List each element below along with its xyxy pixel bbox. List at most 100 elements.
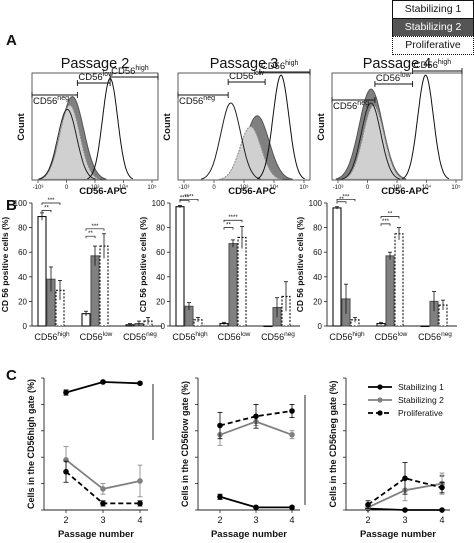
line-point bbox=[365, 501, 371, 508]
line-point bbox=[253, 504, 259, 511]
histogram-stabilizing-1-curve bbox=[201, 102, 261, 180]
line-point bbox=[137, 478, 143, 484]
line-xtick-label: 3 bbox=[402, 515, 407, 525]
gate-high-label: CD56high bbox=[414, 59, 452, 71]
histogram-xlabel: CD56-APC bbox=[228, 186, 276, 197]
line-point bbox=[289, 504, 295, 511]
bar-ytick-label: 60 bbox=[313, 248, 322, 257]
gate-low-label: CD56low bbox=[229, 70, 265, 82]
significance-label: **** bbox=[184, 194, 194, 200]
histogram-stabilizing-1-curve bbox=[38, 108, 96, 180]
line-point bbox=[217, 422, 223, 429]
bar-ytick-label: 20 bbox=[18, 297, 27, 306]
legend-label: Stabilizing 2 bbox=[398, 395, 444, 405]
bar-stabilizing-1 bbox=[332, 207, 342, 327]
bar-category-label: CD56high bbox=[34, 331, 70, 342]
significance-bracket bbox=[85, 235, 96, 239]
bar-ylabel: CD 56 positive cells (%) bbox=[138, 217, 148, 313]
line-point bbox=[439, 507, 445, 513]
bar-category-label: CD56low bbox=[218, 331, 251, 342]
histogram-xtick-label: 10³ bbox=[240, 185, 249, 191]
bar-proliferative bbox=[394, 233, 404, 327]
bar-ytick-label: 0 bbox=[161, 322, 166, 331]
bar-proliferative bbox=[237, 236, 247, 327]
bar-ytick-label: 100 bbox=[152, 199, 166, 208]
histogram-title: Passage 2 bbox=[61, 56, 130, 72]
line-xtick-label: 4 bbox=[289, 515, 294, 525]
histogram-xtick-label: 10⁵ bbox=[299, 184, 309, 191]
significance-label: ** bbox=[339, 197, 344, 203]
significance-label: *** bbox=[91, 224, 99, 230]
histogram-xtick-label: -10³ bbox=[33, 185, 44, 191]
bar-ytick-label: 80 bbox=[156, 224, 165, 233]
line-point bbox=[100, 379, 106, 385]
bar-ytick-label: 80 bbox=[18, 224, 27, 233]
bar-chart-0: 0 20 40 60 80 100 CD 56 positive cells (%) CD56… bbox=[0, 198, 162, 342]
histogram-xtick-label: 10³ bbox=[393, 185, 402, 191]
line-point bbox=[63, 389, 69, 396]
line-point bbox=[439, 484, 445, 491]
histogram-ylabel: Count bbox=[316, 112, 327, 140]
significance-bracket bbox=[85, 228, 105, 231]
gate-neg-label: CD56neg bbox=[333, 100, 369, 112]
bar-stabilizing-1 bbox=[263, 325, 273, 328]
bar-ytick-label: 40 bbox=[156, 273, 165, 282]
significance-label: **** bbox=[228, 215, 238, 221]
histogram-xtick-label: 10⁵ bbox=[147, 184, 157, 191]
line-point bbox=[217, 494, 223, 500]
histogram-xtick-label: 10⁴ bbox=[269, 184, 279, 191]
line-xtick-label: 3 bbox=[100, 515, 105, 525]
bar-chart-1: 0 20 40 60 80 100 CD 56 positive cells (%) CD56… bbox=[138, 194, 300, 342]
bar-stabilizing-2 bbox=[90, 255, 100, 327]
panel-letter-a: A bbox=[6, 32, 17, 49]
histogram-xtick-label: -10³ bbox=[333, 185, 344, 191]
bar-stabilizing-1 bbox=[420, 325, 430, 328]
histogram-high-curve bbox=[87, 77, 134, 180]
significance-bracket bbox=[336, 198, 356, 202]
significance-bracket bbox=[223, 219, 243, 223]
histogram-passage-2: Passage 2 -10³ 0 10³ 10⁴ 10⁵ CD56-APC Count bbox=[16, 56, 159, 197]
bar-ytick-label: 0 bbox=[318, 322, 323, 331]
histogram-proliferative-fill bbox=[218, 125, 283, 180]
histogram-proliferative-fill bbox=[342, 104, 405, 180]
line-series-proliferative bbox=[219, 410, 293, 427]
legend-proliferative: Proliferative bbox=[392, 36, 474, 55]
bar-category-label: CD56low bbox=[80, 331, 113, 342]
significance-label: **** bbox=[180, 196, 190, 202]
bar-ytick-label: 40 bbox=[18, 273, 27, 282]
significance-bracket bbox=[41, 210, 52, 213]
line-xlabel: Passage number bbox=[58, 529, 134, 540]
bar-category-label: CD56neg bbox=[123, 331, 157, 342]
bar-ytick-label: 80 bbox=[313, 224, 322, 233]
legend-swatch-point bbox=[377, 384, 383, 390]
bar-ytick-label: 60 bbox=[156, 248, 165, 257]
significance-bracket bbox=[41, 202, 61, 205]
significance-label: ** bbox=[44, 205, 49, 211]
gate-neg-label: CD56neg bbox=[33, 95, 69, 107]
line-point bbox=[402, 475, 408, 482]
significance-bracket bbox=[336, 201, 347, 204]
line-point bbox=[137, 500, 143, 507]
significance-label: ** bbox=[388, 212, 393, 218]
significance-bracket bbox=[380, 223, 391, 226]
line-point bbox=[289, 431, 295, 438]
line-point bbox=[253, 413, 259, 420]
legend-swatch-point bbox=[377, 410, 383, 416]
bar-stabilizing-1 bbox=[37, 215, 47, 327]
histogram-proliferative-fill bbox=[39, 104, 101, 180]
histogram-xtick-label: 0 bbox=[366, 185, 370, 191]
significance-label: *** bbox=[342, 194, 350, 200]
panel-c-legend: Stabilizing 1 Stabilizing 2 Proliferative bbox=[368, 382, 444, 418]
bar-ylabel: CD 56 positive cells (%) bbox=[0, 217, 10, 313]
significance-bracket bbox=[179, 200, 190, 203]
line-ylabel: Cells in the CD56high gate (%) bbox=[26, 379, 36, 509]
line-point bbox=[63, 468, 69, 475]
bar-ytick-label: 20 bbox=[156, 297, 165, 306]
significance-label: ** bbox=[88, 231, 93, 237]
bar-ytick-label: 60 bbox=[18, 248, 27, 257]
bar-category-label: CD56low bbox=[375, 331, 408, 342]
